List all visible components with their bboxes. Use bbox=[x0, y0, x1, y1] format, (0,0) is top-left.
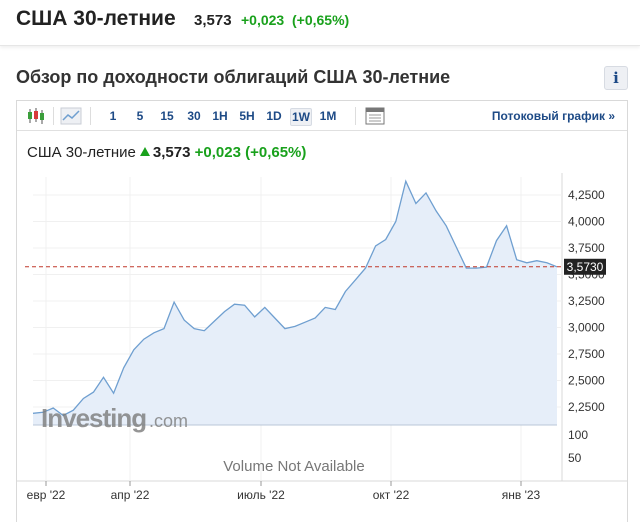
volume-tick-label: 50 bbox=[568, 451, 582, 465]
volume-not-available: Volume Not Available bbox=[223, 458, 364, 475]
timeframe-1h[interactable]: 1H bbox=[212, 109, 228, 123]
volume-tick-label: 100 bbox=[568, 428, 588, 442]
x-tick-label: евр '22 bbox=[27, 488, 66, 502]
y-tick-label: 2,7500 bbox=[568, 347, 605, 361]
candlestick-icon[interactable] bbox=[25, 106, 47, 126]
chart-instrument-name: США 30-летние bbox=[27, 144, 136, 161]
section-title: Обзор по доходности облигаций США 30-лет… bbox=[16, 67, 451, 87]
instrument-title: США 30-летние bbox=[16, 7, 176, 30]
chart-legend: США 30-летние 3,573 +0,023 (+0,65%) bbox=[27, 144, 306, 161]
timeframe-15[interactable]: 15 bbox=[160, 109, 174, 123]
toolbar-divider bbox=[90, 107, 91, 125]
stream-chart-label: Потоковый график bbox=[491, 109, 605, 123]
stream-chart-link[interactable]: Потоковый график » bbox=[492, 109, 615, 123]
x-tick-label: янв '23 bbox=[502, 488, 541, 502]
y-tick-label: 2,5000 bbox=[568, 373, 605, 387]
timeframe-1[interactable]: 1 bbox=[109, 109, 117, 123]
timeframe-5h[interactable]: 5H bbox=[239, 109, 255, 123]
toolbar-divider bbox=[355, 107, 356, 125]
investing-watermark: Investing bbox=[41, 403, 146, 433]
area-chart-icon[interactable] bbox=[60, 106, 82, 126]
price-chart[interactable]: 4,25004,00003,75003,50003,25003,00002,75… bbox=[17, 101, 627, 523]
chart-widget: 1 5 15 30 1H 5H 1D 1W 1M Потоковый график » США … bbox=[16, 100, 628, 522]
y-tick-label: 4,0000 bbox=[568, 215, 605, 229]
y-tick-label: 3,0000 bbox=[568, 320, 605, 334]
table-view-icon[interactable] bbox=[364, 106, 386, 126]
chart-change: +0,023 bbox=[194, 144, 241, 161]
timeframe-1m[interactable]: 1M bbox=[319, 109, 337, 123]
instrument-change-pct: (+0,65%) bbox=[292, 12, 350, 28]
instrument-change: +0,023 bbox=[241, 12, 285, 28]
chart-toolbar: 1 5 15 30 1H 5H 1D 1W 1M Потоковый график » bbox=[17, 101, 627, 131]
timeframe-1d[interactable]: 1D bbox=[266, 109, 282, 123]
price-line bbox=[32, 179, 558, 417]
info-icon[interactable]: i bbox=[604, 66, 628, 90]
timeframe-30[interactable]: 30 bbox=[187, 109, 201, 123]
chart-price: 3,573 bbox=[152, 144, 191, 161]
instrument-price: 3,573 bbox=[194, 12, 232, 29]
timeframe-5[interactable]: 5 bbox=[136, 109, 144, 123]
quote-header: США 30-летние 3,573 +0,023 (+0,65%) bbox=[0, 0, 640, 46]
x-tick-label: июль '22 bbox=[237, 488, 285, 502]
y-tick-label: 2,2500 bbox=[568, 400, 605, 414]
double-chevron-icon: » bbox=[608, 109, 615, 123]
last-price-label: 3,5730 bbox=[567, 260, 604, 274]
toolbar-divider bbox=[53, 107, 54, 125]
timeframe-1w[interactable]: 1W bbox=[290, 108, 312, 126]
x-tick-label: апр '22 bbox=[111, 488, 150, 502]
investing-watermark-suffix: .com bbox=[149, 411, 188, 431]
y-tick-label: 3,7500 bbox=[568, 241, 605, 255]
y-tick-label: 3,2500 bbox=[568, 294, 605, 308]
y-tick-label: 4,2500 bbox=[568, 188, 605, 202]
x-tick-label: окт '22 bbox=[373, 488, 410, 502]
price-area-fill bbox=[33, 181, 557, 425]
last-price-badge bbox=[564, 258, 606, 275]
chart-change-pct: (+0,65%) bbox=[245, 144, 307, 161]
arrow-up-icon bbox=[139, 147, 150, 156]
